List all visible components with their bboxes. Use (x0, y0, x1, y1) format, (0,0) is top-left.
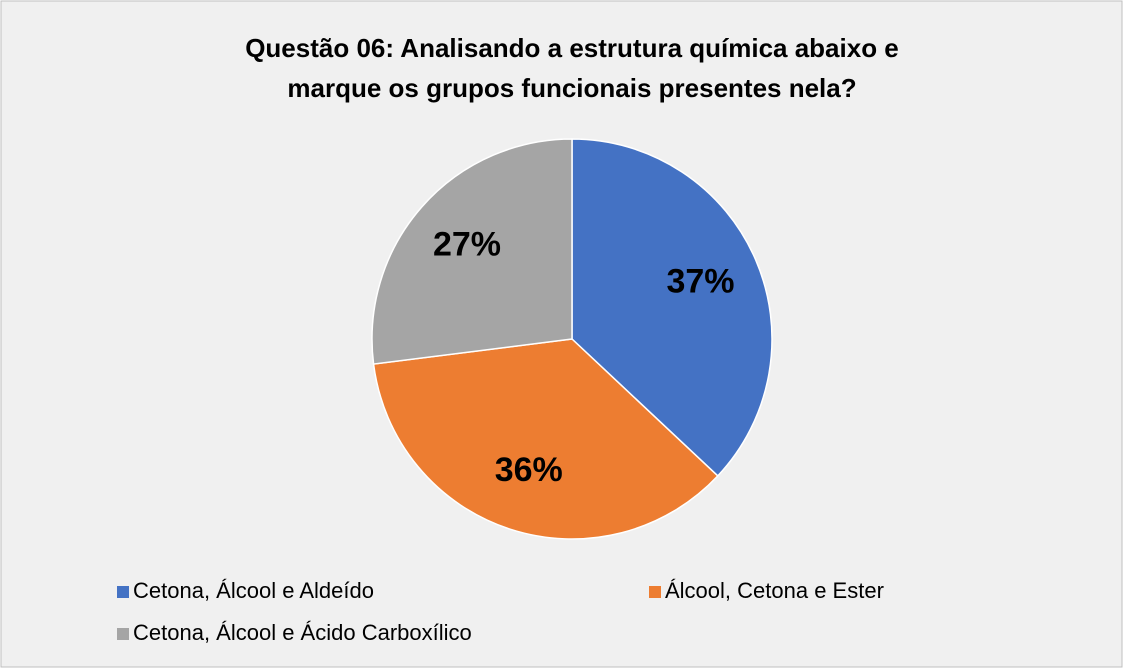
chart-title: marque os grupos funcionais presentes ne… (287, 73, 856, 103)
pie-slice (571, 138, 773, 477)
legend-swatch (117, 628, 129, 640)
legend-swatch (117, 586, 129, 598)
chart-title: Questão 06: Analisando a estrutura quími… (245, 33, 899, 63)
legend-label: Cetona, Álcool e Aldeído (133, 578, 374, 603)
pie-slice (372, 338, 719, 540)
legend-swatch (649, 586, 661, 598)
data-label: 27% (433, 225, 501, 263)
data-label: 37% (666, 262, 734, 300)
data-label: 36% (495, 451, 563, 489)
legend-label: Cetona, Álcool e Ácido Carboxílico (133, 620, 472, 645)
legend-label: Álcool, Cetona e Ester (665, 578, 884, 603)
pie-slice (371, 138, 573, 365)
